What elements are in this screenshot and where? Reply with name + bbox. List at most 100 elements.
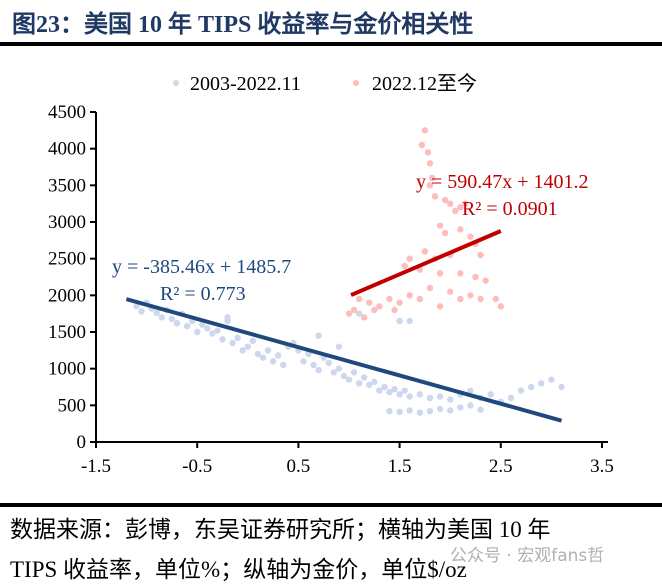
data-point bbox=[447, 200, 454, 207]
data-point bbox=[507, 394, 515, 402]
y-tick-label: 0 bbox=[77, 432, 87, 453]
r-squared-label: R² = 0.773 bbox=[160, 283, 246, 305]
data-point bbox=[229, 339, 236, 347]
data-point bbox=[204, 325, 211, 332]
data-point bbox=[199, 321, 206, 328]
scatter-chart: 0 500 1000 1500 2000 2500 3000 3500 4000 4500 -1.5… bbox=[48, 72, 614, 477]
y-tick-label: 4500 bbox=[48, 102, 86, 123]
legend-marker bbox=[353, 80, 359, 86]
y-tick-label: 2500 bbox=[48, 249, 86, 270]
data-point bbox=[264, 347, 272, 354]
data-point bbox=[345, 376, 353, 383]
data-point bbox=[325, 359, 332, 366]
data-point bbox=[300, 358, 307, 365]
data-point bbox=[340, 372, 348, 380]
x-tick-label: -1.5 bbox=[81, 456, 111, 477]
data-point bbox=[280, 361, 287, 369]
data-point bbox=[436, 405, 444, 413]
legend-marker bbox=[173, 80, 179, 86]
data-point bbox=[381, 383, 388, 391]
data-point bbox=[335, 343, 343, 350]
r-squared-label: R² = 0.0901 bbox=[462, 198, 558, 220]
y-tick-label: 2000 bbox=[48, 285, 86, 306]
data-point bbox=[487, 391, 494, 398]
data-point bbox=[492, 295, 499, 303]
data-point bbox=[386, 388, 393, 396]
data-point bbox=[467, 292, 474, 299]
watermark: 公众号 · 宏观fans哲 bbox=[450, 546, 605, 566]
data-point bbox=[426, 394, 434, 402]
data-point bbox=[457, 270, 464, 277]
y-tick-label: 1500 bbox=[48, 322, 86, 343]
data-point bbox=[527, 383, 535, 391]
data-point bbox=[441, 229, 449, 237]
y-tick-label: 3000 bbox=[48, 212, 86, 233]
data-point bbox=[330, 369, 338, 376]
data-point bbox=[350, 369, 358, 376]
data-point bbox=[315, 332, 322, 339]
data-point bbox=[436, 222, 444, 229]
trendline bbox=[350, 229, 502, 297]
x-tick-label: 1.5 bbox=[388, 456, 412, 477]
trendline-equation: y = 590.47x + 1401.2 bbox=[416, 171, 589, 193]
trendline-equation: y = -385.46x + 1485.7 bbox=[112, 256, 291, 278]
data-point bbox=[457, 404, 464, 411]
data-point bbox=[214, 327, 221, 334]
data-point bbox=[436, 270, 444, 277]
data-point bbox=[371, 378, 378, 386]
data-point bbox=[467, 402, 474, 409]
data-point bbox=[406, 255, 413, 262]
data-point bbox=[234, 334, 241, 342]
data-point bbox=[452, 207, 459, 215]
data-point bbox=[406, 407, 413, 414]
data-point bbox=[517, 387, 525, 394]
data-point bbox=[386, 295, 393, 303]
data-point bbox=[360, 314, 368, 321]
data-point bbox=[447, 407, 454, 414]
data-point bbox=[194, 328, 201, 336]
data-point bbox=[457, 295, 464, 303]
data-point bbox=[396, 408, 403, 416]
data-point bbox=[249, 337, 257, 344]
data-point bbox=[426, 160, 434, 167]
data-point bbox=[406, 317, 413, 325]
data-point bbox=[244, 343, 251, 350]
x-tick-label: 2.5 bbox=[489, 456, 513, 477]
data-point bbox=[355, 310, 363, 317]
data-point bbox=[497, 303, 504, 310]
data-point bbox=[558, 383, 565, 391]
data-point bbox=[467, 233, 474, 240]
data-point bbox=[376, 303, 383, 310]
data-point bbox=[355, 380, 363, 387]
data-point bbox=[335, 365, 343, 372]
data-point bbox=[426, 284, 434, 292]
data-point bbox=[133, 303, 140, 310]
data-point bbox=[462, 200, 469, 207]
legend-label: 2003-2022.11 bbox=[190, 73, 301, 95]
data-point bbox=[424, 149, 432, 156]
source-note-line1: 数据来源：彭博，东吴证券研究所；横轴为美国 10 年 bbox=[10, 517, 551, 542]
x-tick-label: 0.5 bbox=[287, 456, 311, 477]
data-point bbox=[183, 322, 191, 330]
data-point bbox=[538, 380, 545, 387]
data-point bbox=[355, 295, 363, 303]
data-point bbox=[436, 393, 444, 400]
data-point bbox=[360, 374, 368, 381]
data-point bbox=[416, 409, 424, 416]
data-point bbox=[158, 314, 165, 321]
source-note-line2: TIPS 收益率，单位%；纵轴为金价，单位$/oz bbox=[10, 557, 467, 582]
data-point bbox=[396, 391, 403, 398]
data-point bbox=[269, 358, 277, 365]
data-point bbox=[350, 306, 358, 314]
data-point bbox=[431, 193, 439, 200]
data-point bbox=[418, 141, 426, 149]
data-point bbox=[426, 408, 434, 415]
data-point bbox=[428, 174, 436, 182]
y-tick-label: 3500 bbox=[48, 175, 86, 196]
data-point bbox=[421, 127, 429, 134]
data-point bbox=[396, 317, 403, 325]
data-point bbox=[416, 391, 424, 398]
data-point bbox=[477, 406, 484, 413]
data-point bbox=[457, 204, 464, 211]
data-point bbox=[259, 354, 267, 361]
